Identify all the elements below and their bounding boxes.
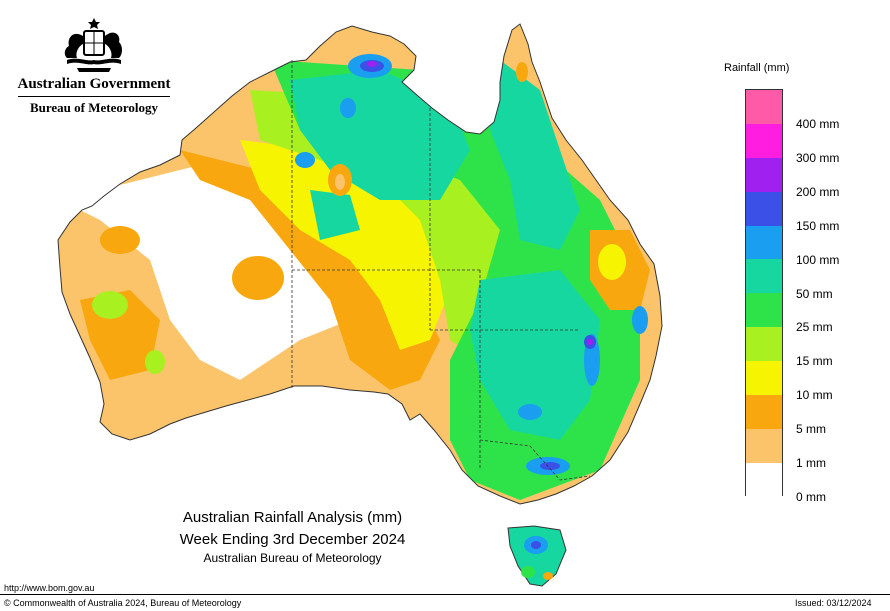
legend-tick-label: 10 mm [796,388,833,403]
legend-tick-label: 150 mm [796,218,840,233]
legend-tick-label: 200 mm [796,184,840,199]
legend-swatch [746,191,782,226]
legend-tick-label: 300 mm [796,150,840,165]
legend-swatch [746,123,782,158]
legend-tick-label: 15 mm [796,354,833,369]
legend-swatch [746,462,782,497]
legend-tick-label: 100 mm [796,252,840,267]
header-divider [18,96,170,97]
state-borders [291,60,591,481]
tasmania [507,525,567,587]
map-source: Australian Bureau of Meteorology [203,551,382,565]
legend-tick-label: 50 mm [796,286,833,301]
legend-colorbar [745,89,783,497]
legend-swatch [746,428,782,463]
agency-logo: Australian Government Bureau of Meteorol… [14,16,174,116]
legend-tick-label: 5 mm [796,422,826,437]
footer-divider [0,594,890,595]
map-period: Week Ending 3rd December 2024 [179,531,406,548]
legend-tick-label: 1 mm [796,456,826,470]
map-title: Australian Rainfall Analysis (mm) [182,509,403,526]
government-name: Australian Government [17,76,171,92]
legend-swatch [746,259,782,294]
legend-title: Rainfall (mm) [724,62,790,74]
legend-tick-label: 0 mm [796,489,826,504]
legend-tick-label: 25 mm [796,320,833,335]
legend-swatch [746,395,782,429]
legend-swatch [746,90,782,124]
legend-tick-label: 400 mm [796,117,840,131]
legend-swatch [746,361,782,396]
legend-swatch [746,157,782,192]
bom-website-link[interactable]: http://www.bom.gov.au [4,583,95,593]
legend-swatch [746,225,782,260]
legend-swatch [746,327,782,362]
agency-name: Bureau of Meteorology [29,100,159,115]
coat-of-arms-icon [64,18,122,72]
legend-swatch [746,293,782,328]
copyright-notice: © Commonwealth of Australia 2024, Bureau… [4,598,242,608]
issued-date: Issued: 03/12/2024 [795,598,872,608]
